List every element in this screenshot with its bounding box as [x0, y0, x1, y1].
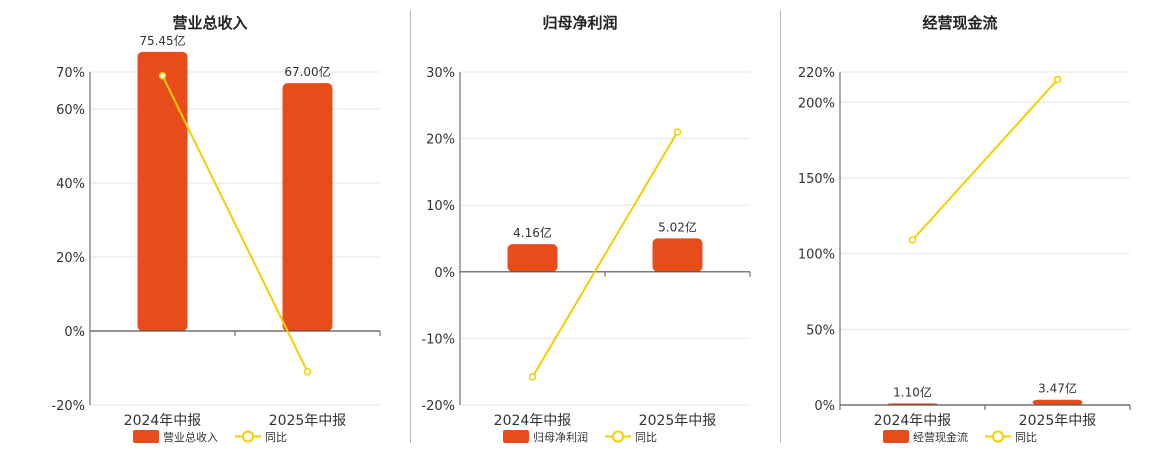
y-tick-label: -20%	[421, 399, 455, 414]
chart-panel-cash-flow: 经营现金流 0% 50% 100% 150% 200% 220% 1.10亿 3.47亿 202…	[775, 0, 1145, 450]
y-tick-label: 60%	[56, 103, 85, 118]
y-tick-label: 0%	[814, 399, 835, 414]
bar	[1032, 399, 1083, 405]
data-label: 75.45亿	[139, 33, 185, 48]
y-tick-label: 220%	[798, 66, 835, 81]
chart-title: 营业总收入	[172, 14, 248, 32]
y-tick-label: -20%	[51, 399, 85, 414]
yoy-point	[673, 128, 682, 136]
legend-line-label: 同比	[635, 431, 657, 444]
chart-svg: -20% 0% 20% 40% 60% 70% 75.45亿 67.00亿 2024年中报 202…	[51, 33, 381, 444]
data-label: 67.00亿	[284, 64, 330, 79]
yoy-point	[908, 236, 917, 244]
chart-panel-net-profit: 归母净利润 -20% -10% 0% 10% 20% 30% 4.16亿 5.02亿 2024年…	[395, 0, 765, 450]
bar	[282, 83, 333, 331]
x-tick-label: 2024年中报	[494, 413, 572, 429]
yoy-point	[1053, 75, 1062, 84]
chart-panel-revenue: 营业总收入 -20% 0% 20% 40% 60% 70% 75.45亿 67.00亿 2024…	[25, 0, 395, 450]
legend-bar-swatch	[133, 430, 159, 443]
y-tick-label: 0%	[434, 266, 455, 281]
y-tick-label: 50%	[806, 323, 835, 338]
legend-line-label: 同比	[1015, 431, 1037, 444]
legend-line-marker	[992, 430, 1004, 443]
yoy-point	[303, 367, 312, 376]
data-label: 1.10亿	[893, 384, 932, 399]
x-tick-label: 2025年中报	[269, 413, 347, 429]
bar	[137, 51, 188, 332]
y-tick-label: 100%	[798, 248, 835, 263]
legend-line-marker	[242, 430, 254, 443]
y-tick-label: 20%	[426, 133, 455, 148]
panel-divider	[410, 10, 411, 443]
legend-bar-label: 营业总收入	[163, 430, 218, 444]
y-tick-label: 150%	[798, 172, 835, 187]
legend-bar-label: 经营现金流	[913, 430, 968, 444]
legend-bar-label: 归母净利润	[533, 430, 588, 444]
legend-line-label: 同比	[265, 431, 287, 444]
y-tick-label: 40%	[56, 177, 85, 192]
y-tick-label: 200%	[798, 96, 835, 111]
chart-title: 归母净利润	[542, 14, 618, 32]
data-label: 4.16亿	[513, 225, 552, 240]
y-tick-label: 0%	[64, 325, 85, 340]
panel-divider	[780, 10, 781, 443]
x-tick-label: 2024年中报	[874, 413, 952, 429]
y-tick-label: 30%	[426, 66, 455, 81]
yoy-point	[528, 373, 537, 381]
chart-title: 经营现金流	[922, 14, 998, 32]
legend-line-marker	[612, 430, 624, 443]
bar	[652, 238, 703, 272]
bar	[507, 244, 558, 272]
x-tick-label: 2025年中报	[1019, 413, 1097, 429]
y-tick-label: 70%	[56, 66, 85, 81]
chart-svg: 0% 50% 100% 150% 200% 220% 1.10亿 3.47亿 2024年中报 20…	[798, 66, 1131, 444]
data-label: 5.02亿	[658, 219, 697, 234]
yoy-line	[531, 131, 679, 378]
y-tick-label: -10%	[421, 332, 455, 347]
x-tick-label: 2024年中报	[124, 413, 202, 429]
legend-bar-swatch	[503, 430, 529, 443]
y-tick-label: 10%	[426, 199, 455, 214]
yoy-point	[158, 71, 167, 80]
y-tick-label: 20%	[56, 251, 85, 266]
data-label: 3.47亿	[1038, 381, 1077, 396]
legend-bar-swatch	[883, 430, 909, 443]
x-tick-label: 2025年中报	[639, 413, 717, 429]
yoy-line	[911, 78, 1059, 241]
yoy-line	[161, 75, 309, 373]
chart-svg: -20% -10% 0% 10% 20% 30% 4.16亿 5.02亿 2024年中报 2025…	[421, 66, 751, 444]
